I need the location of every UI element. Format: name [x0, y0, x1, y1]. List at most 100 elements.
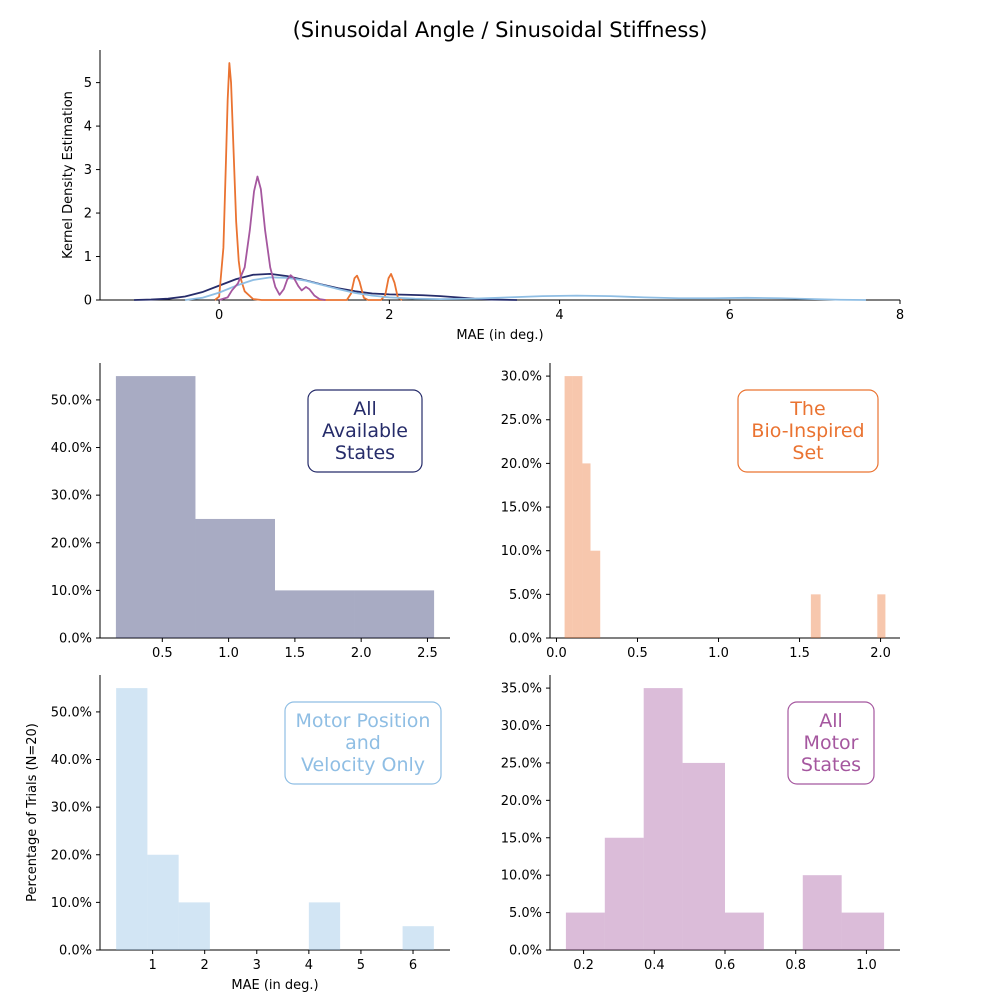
- hist-all-motor-annotation-box: [787, 701, 875, 785]
- hist-motor-pos-vel-y-tick-label: 0.0%: [59, 944, 92, 959]
- hist-motor-pos-vel-x-tick-label: 2: [201, 958, 209, 973]
- hist-all-available-y-tick-label: 20.0%: [51, 536, 92, 551]
- hist-all-motor-x-tick-label: 0.4: [644, 958, 665, 973]
- hist-all-motor-y-tick-label: 5.0%: [509, 906, 542, 921]
- hist-all-motor-x-tick-label: 0.6: [715, 958, 736, 973]
- hist-motor-pos-vel-x-tick-label: 5: [357, 958, 365, 973]
- hist-motor-pos-vel-annotation-line: Motor Position: [296, 710, 431, 732]
- kde-y-tick-label: 1: [84, 250, 92, 265]
- kde-x-axis-label: MAE (in deg.): [456, 328, 543, 343]
- hist-all-motor-y-tick-label: 20.0%: [501, 794, 542, 809]
- hist-bio-inspired-x-tick-label: 2.0: [870, 646, 891, 661]
- kde-y-tick-label: 3: [84, 163, 92, 178]
- kde-panel: 0 2 4 6 8 0 1 2 3 4 5 MAE (in deg.) Kernel Density E…: [61, 50, 904, 343]
- hist-motor-pos-vel-y-tick-label: 10.0%: [51, 896, 92, 911]
- kde-x-tick-label: 2: [385, 308, 393, 323]
- kde-series-line-2: [184, 276, 866, 301]
- hist-bio-inspired-bar: [582, 463, 591, 638]
- hist-bio-inspired-x-tick-label: 1.0: [708, 646, 729, 661]
- hist-motor-pos-vel-panel: 1 2 3 4 5 6 0.0% 10.0% 20.0% 30.0% 40.0% 50.0% MAE (…: [25, 675, 450, 993]
- hist-all-motor-annotation-line: States: [801, 754, 861, 776]
- hist-all-available-annotation-line: States: [335, 442, 395, 464]
- kde-series-line-3: [218, 175, 326, 301]
- hist-bio-inspired-y-tick-label: 10.0%: [501, 544, 542, 559]
- hist-all-motor-panel: 0.2 0.4 0.6 0.8 1.0 0.0% 5.0% 10.0% 15.0% 20.0% 25…: [501, 675, 900, 973]
- hist-all-motor-annotation-line: Motor: [804, 732, 859, 754]
- hist-all-available-y-tick-label: 40.0%: [51, 441, 92, 456]
- hist-all-motor-x-tick-label: 1.0: [856, 958, 877, 973]
- hist-motor-pos-vel-bar: [116, 688, 148, 950]
- hist-all-motor-bar: [802, 875, 842, 950]
- hist-motor-pos-vel-y-axis-label: Percentage of Trials (N=20): [25, 723, 40, 902]
- hist-motor-pos-vel-y-tick-label: 20.0%: [51, 848, 92, 863]
- hist-bio-inspired-y-tick-label: 30.0%: [501, 370, 542, 385]
- hist-all-available-bar: [354, 590, 435, 638]
- hist-all-motor-bar: [682, 762, 725, 950]
- hist-all-available-y-tick-label: 30.0%: [51, 489, 92, 504]
- hist-bio-inspired-panel: 0.0 0.5 1.0 1.5 2.0 0.0% 5.0% 10.0% 15.0% 20.0% 25…: [501, 363, 900, 661]
- hist-all-motor-bar: [725, 912, 764, 950]
- hist-all-available-y-tick-label: 0.0%: [59, 632, 92, 647]
- hist-motor-pos-vel-annotation-line: and: [345, 732, 381, 754]
- hist-motor-pos-vel-bar: [308, 902, 341, 950]
- hist-all-available-x-tick-label: 2.0: [351, 646, 372, 661]
- hist-motor-pos-vel-y-tick-label: 50.0%: [51, 705, 92, 720]
- kde-y-tick-label: 4: [84, 120, 92, 135]
- kde-y-axis-label: Kernel Density Estimation: [61, 91, 76, 259]
- hist-motor-pos-vel-annotation-box: [284, 701, 442, 785]
- hist-bio-inspired-bar: [810, 594, 821, 638]
- hist-bio-inspired-x-tick-label: 1.5: [789, 646, 810, 661]
- hist-all-available-annotation-box: [307, 389, 423, 473]
- hist-all-motor-y-tick-label: 0.0%: [509, 944, 542, 959]
- kde-x-tick-label: 4: [555, 308, 563, 323]
- hist-all-available-bar: [275, 590, 355, 638]
- kde-x-tick-label: 8: [896, 308, 904, 323]
- hist-motor-pos-vel-x-tick-label: 4: [305, 958, 313, 973]
- hist-bio-inspired-bar: [590, 550, 601, 638]
- kde-series-line-1: [214, 62, 403, 301]
- kde-x-tick-label: 0: [215, 308, 223, 323]
- hist-all-motor-y-tick-label: 15.0%: [501, 831, 542, 846]
- hist-all-motor-x-tick-label: 0.8: [785, 958, 806, 973]
- kde-y-tick-label: 0: [84, 294, 92, 309]
- hist-bio-inspired-y-tick-label: 25.0%: [501, 413, 542, 428]
- hist-all-available-x-tick-label: 2.5: [417, 646, 438, 661]
- hist-motor-pos-vel-x-tick-label: 3: [253, 958, 261, 973]
- hist-bio-inspired-annotation-line: The: [789, 398, 825, 420]
- hist-all-available-annotation-line: All: [353, 398, 377, 420]
- hist-motor-pos-vel-annotation-line: Velocity Only: [301, 754, 425, 776]
- hist-bio-inspired-annotation-line: Set: [792, 442, 823, 464]
- kde-y-tick-label: 5: [84, 76, 92, 91]
- hist-all-available-bar: [195, 518, 275, 638]
- hist-all-motor-x-tick-label: 0.2: [573, 958, 594, 973]
- hist-motor-pos-vel-bar: [147, 854, 179, 950]
- hist-all-motor-annotation-line: All: [819, 710, 843, 732]
- hist-bio-inspired-y-tick-label: 20.0%: [501, 457, 542, 472]
- hist-all-available-y-tick-label: 10.0%: [51, 584, 92, 599]
- hist-bio-inspired-y-tick-label: 5.0%: [509, 588, 542, 603]
- hist-all-motor-bar: [565, 912, 605, 950]
- hist-motor-pos-vel-x-tick-label: 6: [409, 958, 417, 973]
- hist-all-available-y-tick-label: 50.0%: [51, 393, 92, 408]
- hist-bio-inspired-x-tick-label: 0.5: [627, 646, 648, 661]
- hist-motor-pos-vel-bar: [178, 902, 210, 950]
- hist-motor-pos-vel-x-tick-label: 1: [148, 958, 156, 973]
- hist-all-motor-bar: [841, 912, 885, 950]
- hist-bio-inspired-bar: [564, 376, 573, 638]
- panels: 0 2 4 6 8 0 1 2 3 4 5 MAE (in deg.) Kernel Density E…: [25, 50, 904, 993]
- hist-bio-inspired-y-tick-label: 15.0%: [501, 501, 542, 516]
- hist-bio-inspired-y-tick-label: 0.0%: [509, 632, 542, 647]
- hist-all-available-x-tick-label: 1.0: [218, 646, 239, 661]
- hist-all-motor-y-tick-label: 35.0%: [501, 682, 542, 697]
- hist-bio-inspired-annotation-box: [737, 389, 879, 473]
- hist-all-motor-y-tick-label: 10.0%: [501, 869, 542, 884]
- hist-all-available-x-tick-label: 0.5: [152, 646, 173, 661]
- hist-motor-pos-vel-x-axis-label: MAE (in deg.): [231, 978, 318, 993]
- hist-all-motor-bar: [604, 837, 644, 950]
- hist-bio-inspired-annotation-line: Bio-Inspired: [751, 420, 864, 442]
- hist-all-available-annotation-line: Available: [322, 420, 408, 442]
- hist-bio-inspired-x-tick-label: 0.0: [546, 646, 567, 661]
- hist-all-motor-y-tick-label: 30.0%: [501, 719, 542, 734]
